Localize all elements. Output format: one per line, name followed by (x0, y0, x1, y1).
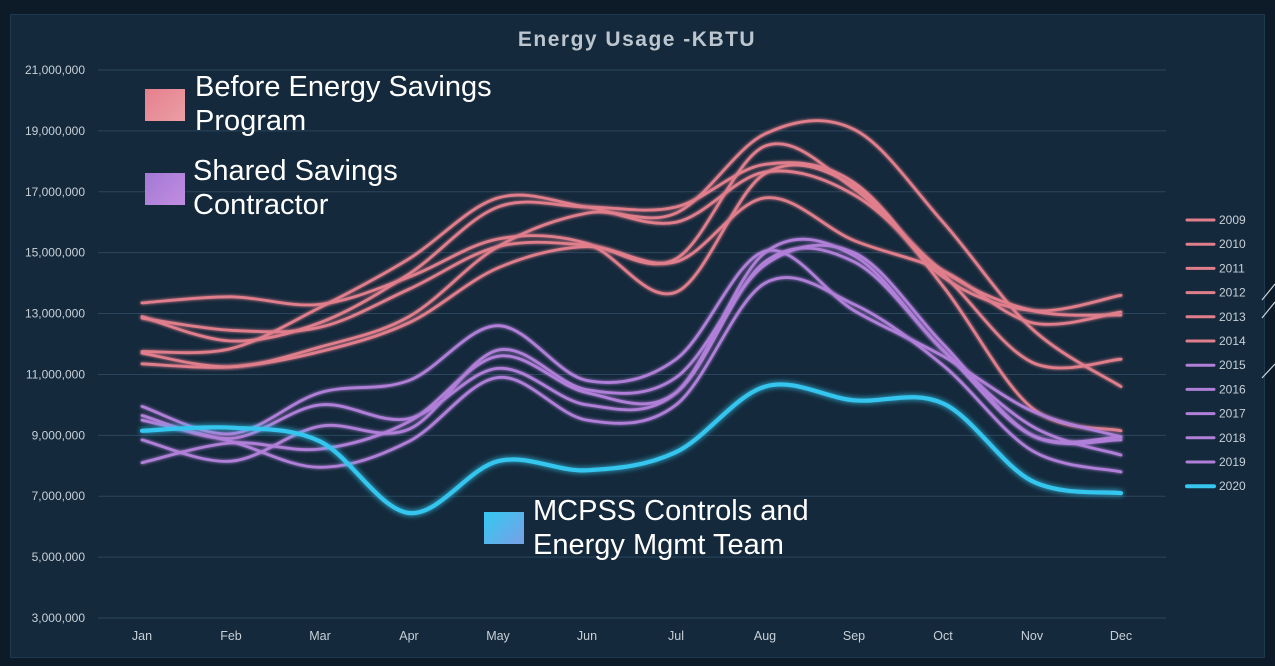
series-line-2015 (140, 248, 1123, 439)
annotation-before-line-1: Before Energy Savings (195, 71, 492, 103)
series-line-2020 (139, 382, 1124, 516)
y-tick-label: 7,000,000 (32, 489, 86, 503)
x-tick-label: Mar (309, 629, 331, 643)
x-tick-label: Oct (933, 629, 953, 643)
y-tick-label: 21,000,000 (25, 63, 85, 77)
x-axis-tick-labels: Jan Feb Mar Apr May Jun Jul Aug Sep Oct Nov Dec (132, 629, 1132, 643)
y-tick-label: 15,000,000 (25, 246, 85, 260)
annotation-before-label: Before Energy Savings Program (195, 70, 492, 138)
annotation-shared-line-2: Contractor (193, 189, 329, 221)
series-line-2017 (140, 243, 1123, 463)
x-tick-label: Jun (577, 629, 597, 643)
series-line-2010 (140, 163, 1123, 313)
x-tick-label: Feb (220, 629, 242, 643)
legend-label-2013: 2013 (1219, 310, 1246, 324)
series-line-2019 (140, 276, 1123, 474)
series-line-2013 (140, 196, 1123, 369)
x-tick-label: Apr (399, 629, 418, 643)
corner-decoration (1261, 283, 1275, 379)
x-tick-label: Aug (754, 629, 776, 643)
x-tick-label: Sep (843, 629, 865, 643)
y-tick-label: 5,000,000 (32, 550, 86, 564)
legend-label-2017: 2017 (1219, 407, 1246, 421)
x-tick-label: Dec (1110, 629, 1132, 643)
series-line-2018 (140, 246, 1123, 465)
series-line-2012 (140, 169, 1123, 370)
annotation-mcpss-swatch (484, 512, 524, 544)
annotation-before-swatch (145, 89, 185, 121)
y-axis-tick-labels: 21,000,000 19,000,000 17,000,000 15,000,000… (25, 63, 85, 625)
x-tick-label: Jul (668, 629, 684, 643)
chart-title: Energy Usage -KBTU (518, 28, 756, 51)
legend-label-2014: 2014 (1219, 334, 1246, 348)
chart-panel (10, 14, 1265, 658)
y-tick-label: 11,000,000 (26, 367, 85, 381)
legend-label-2015: 2015 (1219, 358, 1246, 372)
annotation-shared-swatch (145, 173, 185, 205)
legend-label-2011: 2011 (1219, 261, 1245, 275)
annotation-before-line-2: Program (195, 105, 307, 137)
y-tick-label: 17,000,000 (25, 185, 85, 199)
legend-label-2012: 2012 (1219, 286, 1246, 300)
annotation-mcpss-label: MCPSS Controls and Energy Mgmt Team (533, 494, 809, 562)
gridlines (98, 69, 1166, 619)
annotation-shared-label: Shared Savings Contractor (193, 154, 398, 222)
annotation-mcpss-line-1: MCPSS Controls and (533, 495, 809, 527)
legend-label-2019: 2019 (1219, 455, 1246, 469)
x-tick-label: Nov (1021, 629, 1044, 643)
y-tick-label: 19,000,000 (25, 124, 85, 138)
x-tick-label: Jan (132, 629, 152, 643)
legend-label-2018: 2018 (1219, 431, 1246, 445)
series-line-2014 (140, 161, 1123, 433)
legend-label-2020: 2020 (1219, 479, 1246, 493)
legend-label-2016: 2016 (1219, 382, 1246, 396)
x-tick-label: May (486, 629, 510, 643)
series-lines (139, 119, 1124, 516)
y-tick-label: 13,000,000 (25, 307, 85, 321)
y-tick-label: 3,000,000 (32, 611, 86, 625)
annotation-shared-line-1: Shared Savings (193, 155, 398, 187)
legend-label-2010: 2010 (1219, 237, 1246, 251)
series-line-2011 (140, 119, 1123, 388)
y-tick-label: 9,000,000 (32, 428, 86, 442)
annotation-mcpss-line-2: Energy Mgmt Team (533, 529, 784, 561)
legend: 2009 2010 2011 2012 2013 2014 2015 2016 2017 2018… (1185, 213, 1246, 493)
legend-label-2009: 2009 (1219, 213, 1246, 227)
